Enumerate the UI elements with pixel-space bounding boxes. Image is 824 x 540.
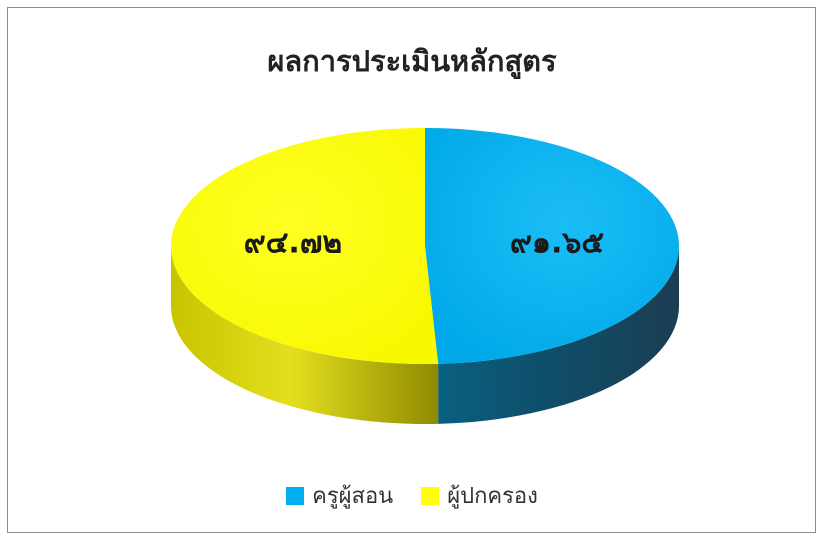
pie-side-teacher xyxy=(438,246,679,424)
pie-side-parent xyxy=(171,246,439,425)
pie-slice-parent xyxy=(171,128,439,364)
data-label-parent: ๙๔.๗๒ xyxy=(244,226,342,261)
legend-item-parent: ผู้ปกครอง xyxy=(421,478,538,513)
legend-swatch-parent xyxy=(421,486,440,505)
legend-label-teacher: ครูผู้สอน xyxy=(312,484,394,509)
pie-slice-teacher xyxy=(425,128,680,364)
legend-item-teacher: ครูผู้สอน xyxy=(286,478,393,513)
chart-title: ผลการประเมินหลักสูตร xyxy=(267,44,557,78)
data-label-teacher: ๙๑.๖๕ xyxy=(510,225,604,260)
legend-label-parent: ผู้ปกครอง xyxy=(447,484,538,509)
legend: ครูผู้สอน ผู้ปกครอง xyxy=(0,478,824,513)
legend-swatch-teacher xyxy=(286,486,305,505)
